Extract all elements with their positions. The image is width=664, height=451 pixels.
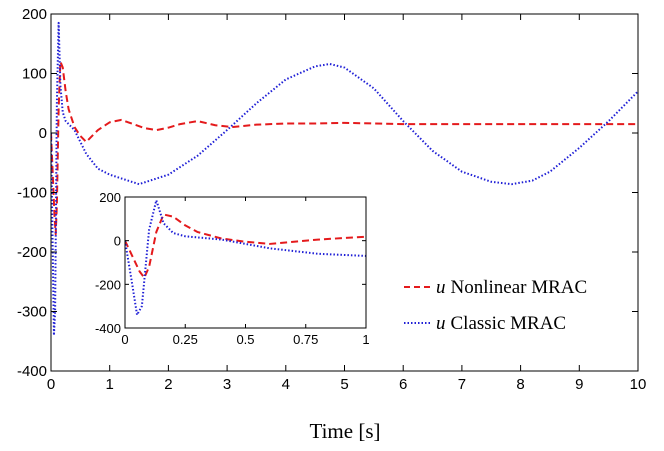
main-x-tick-label: 4 (282, 376, 290, 393)
inset-background (125, 197, 366, 328)
inset-x-tick-label: 0.5 (236, 332, 254, 347)
main-y-tick-label: -100 (17, 185, 47, 202)
main-y-tick-label: 0 (39, 125, 47, 142)
inset-y-tick-label: 200 (99, 190, 121, 205)
main-x-tick-label: 2 (164, 376, 172, 393)
legend-symbol-nonlinear: u (436, 277, 446, 298)
legend-label-classic: Classic MRAC (451, 313, 567, 334)
main-series-group (51, 21, 638, 337)
main-x-tick-label: 0 (47, 376, 55, 393)
x-axis: 0 1 2 3 4 5 6 7 8 9 10 (47, 14, 647, 393)
legend-entry-classic: u Classic MRAC (436, 313, 566, 334)
main-x-tick-label: 3 (223, 376, 231, 393)
main-x-tick-label: 1 (106, 376, 114, 393)
main-x-tick-label: 8 (516, 376, 524, 393)
main-y-tick-label: -200 (17, 244, 47, 261)
x-axis-label: Time [s] (310, 419, 381, 443)
inset-x-tick-label: 1 (362, 332, 369, 347)
main-x-tick-label: 7 (458, 376, 466, 393)
legend-symbol-classic: u (436, 313, 446, 334)
main-y-tick-label: -300 (17, 304, 47, 321)
inset-series-line-0 (125, 213, 366, 279)
legend: u Nonlinear MRAC u Classic MRAC (404, 277, 587, 334)
inset-series-group (125, 199, 366, 316)
main-y-tick-label: 100 (22, 66, 47, 83)
main-y-tick-label: 200 (22, 6, 47, 23)
inset-y-tick-label: 0 (114, 234, 121, 249)
inset-y-axis: 200 0 -200 -400 (95, 190, 366, 336)
inset-x-tick-label: 0.75 (293, 332, 318, 347)
legend-entry-nonlinear: u Nonlinear MRAC (436, 277, 587, 298)
inset-y-tick-label: -200 (95, 277, 121, 292)
legend-label-nonlinear: Nonlinear MRAC (451, 277, 588, 298)
main-x-tick-label: 9 (575, 376, 583, 393)
inset-x-tick-label: 0 (121, 332, 128, 347)
inset-y-tick-label: -400 (95, 321, 121, 336)
main-x-tick-label: 10 (630, 376, 647, 393)
main-series-line-0 (51, 60, 638, 236)
main-x-tick-label: 5 (340, 376, 348, 393)
main-series-line-1 (51, 21, 638, 337)
main-y-tick-label: -400 (17, 363, 47, 380)
inset-x-axis: 0 0.25 0.5 0.75 1 (121, 197, 370, 347)
inset-x-tick-label: 0.25 (173, 332, 198, 347)
main-x-tick-label: 6 (399, 376, 407, 393)
